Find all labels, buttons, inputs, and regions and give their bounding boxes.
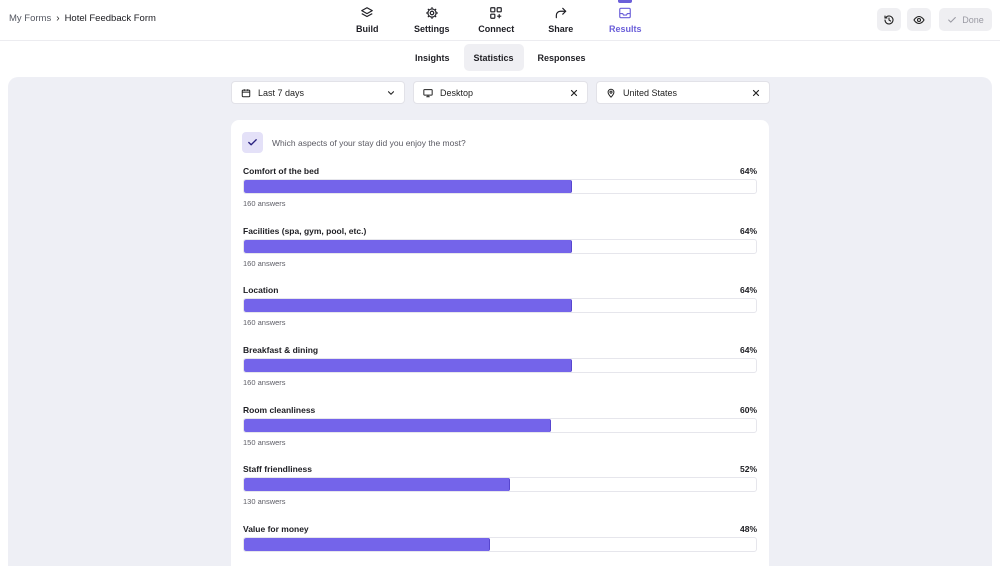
history-button[interactable] [877, 8, 901, 31]
answer-option: Facilities (spa, gym, pool, etc.) 64% 160 … [243, 226, 757, 286]
chevron-down-icon [387, 91, 395, 95]
clear-device-icon[interactable] [569, 88, 579, 98]
monitor-icon [423, 88, 433, 97]
option-bar-track [243, 298, 757, 314]
answer-option: Value for money 48% [243, 524, 757, 566]
main-nav: Build Settings Connect Share Results [335, 0, 658, 41]
nav-build[interactable]: Build [335, 0, 400, 41]
option-percent: 64% [739, 225, 757, 236]
option-answer-count: 160 answers [243, 258, 286, 268]
location-pin-icon [607, 88, 615, 98]
preview-button[interactable] [907, 8, 931, 31]
option-bar-track [243, 238, 757, 254]
nav-settings[interactable]: Settings [400, 0, 465, 41]
option-answer-count: 150 answers [243, 437, 286, 447]
done-button[interactable]: Done [939, 8, 992, 31]
device-filter[interactable]: Desktop [413, 81, 588, 104]
option-bar-track [243, 179, 757, 194]
results-subtabs: Insights Statistics Responses [405, 44, 596, 71]
option-answer-count: 160 answers [243, 318, 286, 328]
done-label: Done [962, 14, 984, 25]
option-label: Value for money [243, 524, 309, 535]
history-icon [884, 14, 894, 24]
nav-connect[interactable]: Connect [464, 0, 529, 41]
layers-icon [361, 7, 374, 18]
inbox-icon [619, 7, 632, 19]
question-stats-card: Which aspects of your stay did you enjoy… [231, 120, 769, 566]
answer-option: Breakfast & dining 64% 160 answers [243, 345, 757, 405]
option-percent: 52% [739, 464, 757, 475]
calendar-icon [241, 88, 251, 97]
option-answer-count: 130 answers [243, 497, 286, 507]
breadcrumb: My Forms › Hotel Feedback Form [9, 13, 156, 24]
check-icon [948, 16, 957, 23]
option-label: Comfort of the bed [243, 166, 320, 176]
nav-settings-label: Settings [413, 24, 450, 34]
option-label: Breakfast & dining [243, 345, 319, 356]
answer-options-list: Comfort of the bed 64% 160 answers Faciliti… [243, 166, 757, 566]
option-bar-fill [244, 359, 572, 373]
answer-option: Room cleanliness 60% 150 answers [243, 405, 757, 465]
tab-responses[interactable]: Responses [537, 52, 586, 63]
question-text: Which aspects of your stay did you enjoy… [272, 137, 466, 148]
device-value: Desktop [440, 87, 474, 98]
answer-option: Comfort of the bed 64% 160 answers [243, 166, 757, 226]
gear-icon [425, 7, 438, 19]
option-label: Room cleanliness [243, 404, 316, 415]
breadcrumb-separator: › [56, 13, 60, 24]
nav-share-label: Share [548, 24, 574, 34]
option-bar-fill [244, 418, 552, 432]
option-bar-fill [244, 538, 490, 552]
option-percent: 64% [739, 345, 757, 356]
nav-results[interactable]: Results [593, 0, 658, 41]
option-bar-track [243, 417, 757, 433]
filter-bar: Last 7 days Desktop United States [231, 81, 770, 104]
multiple-choice-badge [242, 132, 263, 153]
option-bar-track [243, 477, 757, 493]
option-label: Location [243, 285, 279, 296]
option-bar-fill [244, 299, 572, 313]
nav-connect-label: Connect [478, 24, 515, 34]
option-bar-track [243, 537, 757, 553]
answer-option: Staff friendliness 52% 130 answers [243, 464, 757, 524]
option-percent: 64% [739, 166, 757, 176]
share-arrow-icon [555, 7, 566, 19]
results-panel: Last 7 days Desktop United States Which … [8, 77, 992, 566]
date-range-value: Last 7 days [258, 87, 305, 98]
clear-country-icon[interactable] [751, 88, 761, 98]
nav-build-label: Build [356, 24, 379, 34]
country-filter[interactable]: United States [596, 81, 770, 104]
option-label: Facilities (spa, gym, pool, etc.) [243, 225, 367, 236]
header-actions: Done [877, 8, 992, 31]
country-value: United States [623, 87, 678, 98]
answer-option: Location 64% 160 answers [243, 285, 757, 345]
option-percent: 60% [739, 404, 757, 415]
option-bar-fill [244, 180, 572, 193]
option-bar-fill [244, 478, 511, 492]
connect-icon [490, 7, 503, 19]
option-answer-count: 160 answers [243, 378, 286, 388]
option-bar-track [243, 358, 757, 374]
option-percent: 64% [739, 285, 757, 296]
date-range-filter[interactable]: Last 7 days [231, 81, 405, 104]
top-bar: My Forms › Hotel Feedback Form Build Set… [0, 0, 1000, 41]
option-answer-count: 160 answers [243, 199, 286, 208]
checkmark-icon [248, 139, 257, 146]
tab-insights[interactable]: Insights [415, 52, 450, 63]
active-indicator [618, 0, 633, 3]
nav-share[interactable]: Share [529, 0, 594, 41]
option-bar-fill [244, 239, 572, 253]
option-percent: 48% [739, 524, 757, 535]
eye-icon [913, 15, 925, 24]
option-label: Staff friendliness [243, 464, 312, 475]
breadcrumb-my-forms[interactable]: My Forms [9, 13, 52, 24]
breadcrumb-form-title: Hotel Feedback Form [64, 13, 156, 24]
tab-statistics[interactable]: Statistics [463, 44, 524, 71]
nav-results-label: Results [608, 24, 642, 34]
question-header: Which aspects of your stay did you enjoy… [242, 132, 466, 153]
